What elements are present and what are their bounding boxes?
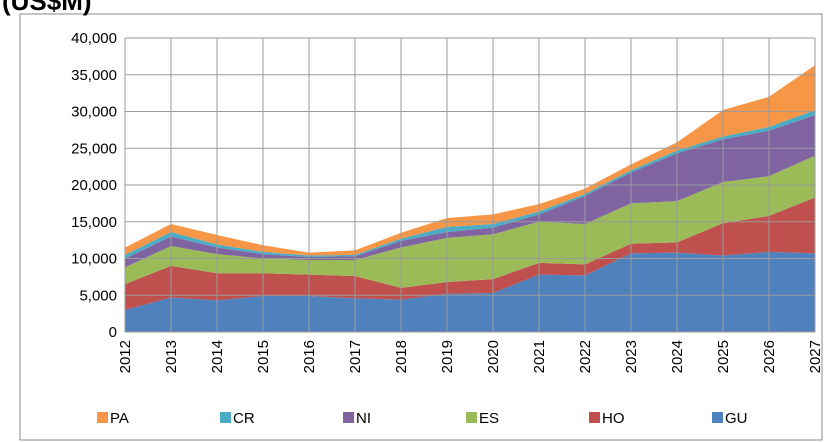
area [125,197,815,310]
x-tick-label: 2023 [623,340,640,373]
legend-label: NI [356,410,371,427]
x-tick-label: 2027 [807,340,824,373]
y-tick-label: 40,000 [71,30,117,47]
legend-swatch [712,412,723,423]
legend-label: GU [725,410,748,427]
y-tick-label: 30,000 [71,104,117,121]
x-tick-label: 2012 [117,340,134,373]
chart-frame [19,13,823,441]
legend-label: HO [602,410,625,427]
x-tick-label: 2017 [347,340,364,373]
legend-swatch [466,412,477,423]
y-tick-label: 0 [109,324,117,341]
x-tick-label: 2025 [715,340,732,373]
legend-label: PA [110,410,129,427]
legend-label: CR [233,410,255,427]
area [125,65,815,256]
chart-title: (US$M) [2,0,92,16]
y-tick-label: 35,000 [71,67,117,84]
y-tick-label: 5,000 [79,287,117,304]
y-tick-label: 20,000 [71,177,117,194]
x-tick-label: 2016 [301,340,318,373]
x-tick-label: 2022 [577,340,594,373]
area [125,110,815,259]
x-tick-label: 2018 [393,340,410,373]
x-tick-label: 2021 [531,340,548,373]
y-tick-label: 15,000 [71,214,117,231]
y-tick-label: 10,000 [71,251,117,268]
legend-label: ES [479,410,499,427]
x-tick-label: 2026 [761,340,778,373]
legend-swatch [589,412,600,423]
x-tick-label: 2013 [163,340,180,373]
x-tick-label: 2015 [255,340,272,373]
x-tick-label: 2020 [485,340,502,373]
legend-swatch [343,412,354,423]
x-tick-label: 2024 [669,340,686,373]
y-tick-label: 25,000 [71,140,117,157]
legend-swatch [220,412,231,423]
legend-swatch [97,412,108,423]
x-tick-label: 2019 [439,340,456,373]
area [125,251,815,332]
x-tick-label: 2014 [209,340,226,373]
